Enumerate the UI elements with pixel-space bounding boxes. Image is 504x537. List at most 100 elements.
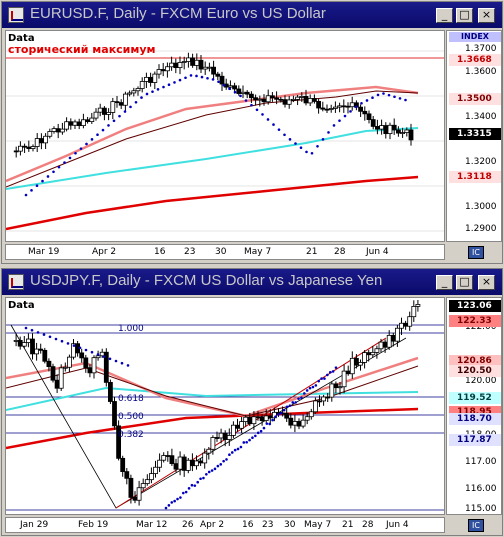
parabolic-sar-dot [60, 339, 64, 343]
candle-body [243, 416, 249, 422]
parabolic-sar-dot [162, 85, 165, 89]
candle-body [257, 98, 263, 101]
parabolic-sar-dot [279, 411, 283, 415]
candle-body [362, 352, 368, 363]
parabolic-sar-dot [251, 436, 254, 440]
maximize-button[interactable]: □ [456, 275, 473, 290]
parabolic-sar-dot [323, 377, 326, 380]
candle-body [60, 128, 65, 133]
parabolic-sar-dot [210, 469, 214, 472]
candle-body [127, 92, 132, 95]
parabolic-sar-dot [285, 405, 289, 409]
parabolic-sar-dot [78, 346, 82, 350]
eurusd-plot-area[interactable]: Data сторический максимум [5, 30, 445, 242]
parabolic-sar-dot [207, 470, 211, 474]
candle-body [161, 455, 167, 461]
candle-body [206, 448, 212, 454]
parabolic-sar-dot [316, 145, 319, 148]
candle-body [110, 101, 116, 113]
parabolic-sar-dot [129, 105, 132, 109]
candle-body [382, 341, 388, 348]
candle-body [366, 352, 372, 356]
minimize-button[interactable]: _ [436, 8, 453, 23]
parabolic-sar-dot [248, 438, 251, 442]
eurusd-chart-window: EURUSD.F, Daily - FXCM Euro vs US Dollar… [1, 1, 503, 264]
close-button[interactable]: × [478, 8, 495, 23]
candle-body [169, 455, 175, 465]
usdjpy-price-chart [6, 299, 444, 511]
candle-body [370, 119, 376, 127]
axis-tick: 117.00 [465, 457, 497, 467]
parabolic-sar-dot [297, 397, 300, 400]
candle-body [378, 341, 384, 350]
candle-body [165, 455, 171, 457]
candle-body [247, 416, 253, 425]
candle-body [39, 138, 44, 144]
parabolic-sar-dot [96, 133, 99, 137]
parabolic-sar-dot [30, 189, 33, 192]
candle-body [124, 471, 130, 479]
candle-body [407, 316, 413, 327]
parabolic-sar-dot [239, 94, 242, 98]
candle-body [218, 432, 224, 439]
candle-body [177, 456, 183, 470]
ic-button[interactable]: IC [468, 246, 484, 259]
candle-body [132, 497, 138, 501]
parabolic-sar-dot [300, 396, 303, 399]
candle-body [89, 117, 95, 122]
parabolic-sar-dot [222, 459, 225, 463]
parabolic-sar-dot [108, 357, 112, 361]
candle-body [349, 357, 355, 375]
usdjpy-titlebar[interactable]: USDJPY.F, Daily - FXCM US Dollar vs Japa… [2, 269, 502, 295]
usdjpy-price-axis[interactable]: 122.00 120.00 118.00 117.00 116.00 115.0… [446, 297, 502, 515]
parabolic-sar-dot [107, 124, 110, 127]
parabolic-sar-dot [343, 114, 347, 118]
usdjpy-plot-area[interactable]: Data 1.000 0.618 0.500 0.382 [5, 297, 445, 515]
price-tag-high: 1.3668 [449, 54, 501, 66]
all-time-high-annotation: сторический максимум [8, 43, 156, 56]
eurusd-time-axis[interactable]: Mar 19 Apr 2 16 23 30 May 7 21 28 Jun 4 [5, 244, 445, 260]
parabolic-sar-dot [308, 386, 312, 390]
parabolic-sar-dot [317, 379, 321, 383]
usdjpy-time-axis[interactable]: Jan 29 Feb 19 Mar 12 26 Apr 2 16 23 30 M… [5, 517, 445, 533]
parabolic-sar-dot [283, 133, 286, 137]
candle-body [91, 357, 97, 374]
parabolic-sar-dot [404, 98, 407, 102]
parabolic-sar-dot [112, 119, 116, 123]
parabolic-sar-dot [216, 464, 220, 468]
parabolic-sar-dot [151, 90, 154, 93]
eurusd-price-axis[interactable]: INDEX 1.3700 1.3600 1.3400 1.3200 1.3000… [446, 30, 502, 242]
candle-body [324, 108, 330, 111]
candle-body [337, 386, 343, 389]
candle-body [307, 98, 313, 104]
time-tick: 16 [154, 247, 166, 257]
candle-body [386, 334, 392, 348]
ic-button[interactable]: IC [468, 519, 484, 532]
fib-level-label: 0.382 [118, 430, 144, 440]
close-button[interactable]: × [478, 275, 495, 290]
parabolic-sar-dot [54, 337, 58, 341]
candle-body [185, 57, 191, 62]
fib-level-label: 0.500 [118, 412, 144, 422]
parabolic-sar-dot [79, 147, 83, 150]
parabolic-sar-dot [230, 451, 234, 454]
candle-body [144, 479, 150, 484]
candle-body [169, 62, 175, 68]
parabolic-sar-dot [268, 422, 272, 426]
parabolic-sar-dot [266, 118, 270, 121]
parabolic-sar-dot [42, 333, 46, 336]
minimize-button[interactable]: _ [436, 275, 453, 290]
candle-body [236, 88, 242, 94]
parabolic-sar-dot [360, 101, 363, 105]
candle-body [300, 419, 306, 427]
parabolic-sar-dot [305, 150, 308, 154]
candle-body [55, 128, 61, 133]
parabolic-sar-dot [398, 97, 402, 100]
price-tag-last: 1.3315 [449, 128, 501, 140]
candle-body [403, 322, 409, 327]
candle-body [30, 338, 35, 355]
axis-tick: 1.3700 [465, 44, 497, 54]
maximize-button[interactable]: □ [456, 8, 473, 23]
eurusd-titlebar[interactable]: EURUSD.F, Daily - FXCM Euro vs US Dollar… [2, 2, 502, 28]
candle-body [67, 356, 72, 368]
